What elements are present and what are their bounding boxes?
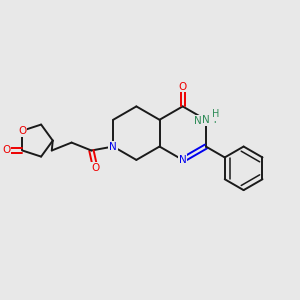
Text: O: O: [178, 82, 187, 92]
Text: H: H: [212, 109, 220, 119]
Text: H: H: [209, 115, 217, 125]
Text: O: O: [91, 163, 100, 173]
Text: O: O: [18, 126, 26, 136]
Text: O: O: [2, 146, 11, 155]
Text: H: H: [211, 110, 218, 120]
Text: N: N: [194, 116, 202, 126]
Text: N: N: [202, 115, 210, 125]
Text: N: N: [179, 155, 187, 165]
Text: N: N: [109, 142, 117, 152]
